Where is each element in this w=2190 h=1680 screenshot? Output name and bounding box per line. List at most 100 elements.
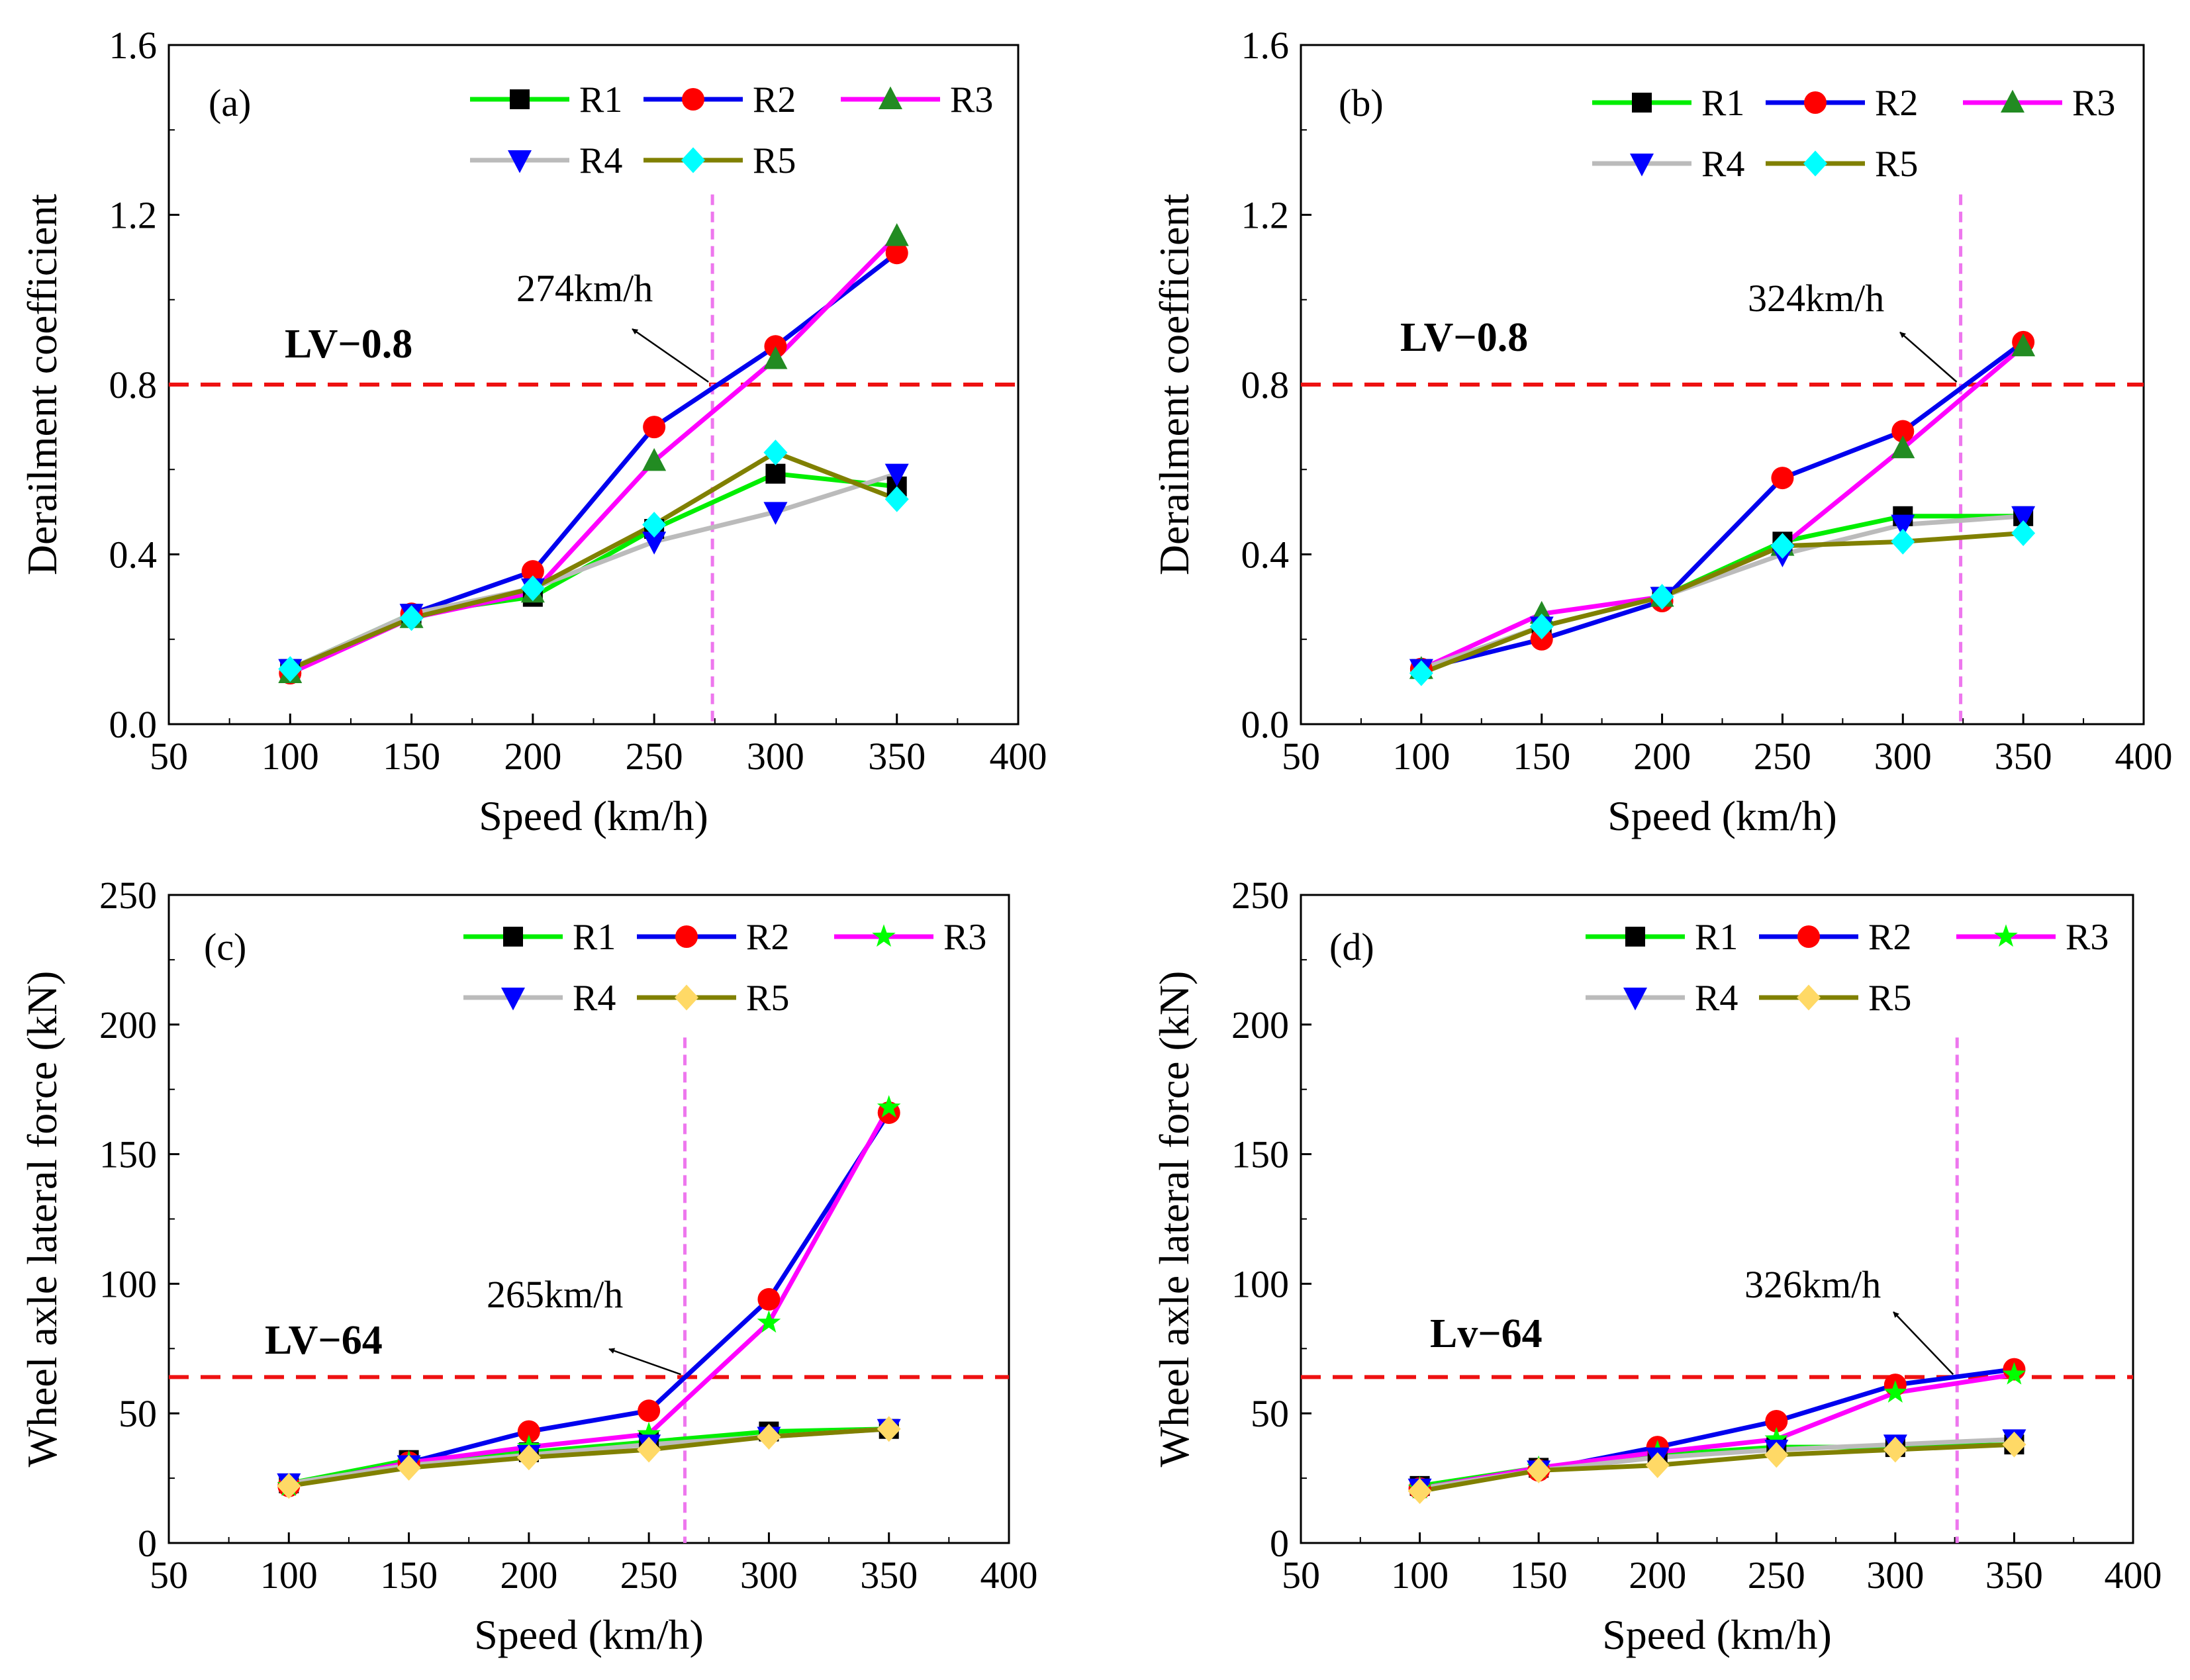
data-point-r4 bbox=[763, 502, 788, 525]
legend-label: R4 bbox=[579, 140, 622, 181]
x-axis-label: Speed (km/h) bbox=[479, 792, 708, 839]
legend-marker bbox=[1630, 154, 1654, 177]
legend-entry-r5: R5 bbox=[1766, 144, 1918, 185]
y-tick-label: 100 bbox=[1231, 1262, 1289, 1305]
legend-marker bbox=[682, 88, 704, 111]
y-tick-label: 0.8 bbox=[109, 363, 158, 406]
x-axis-label: Speed (km/h) bbox=[1602, 1611, 1832, 1658]
data-point-r1 bbox=[765, 463, 786, 484]
data-point-r5 bbox=[763, 440, 788, 466]
x-tick-label: 150 bbox=[1513, 735, 1570, 778]
x-tick-label: 200 bbox=[1629, 1554, 1686, 1597]
panel-label: (c) bbox=[204, 925, 246, 968]
series-line-r2 bbox=[1421, 340, 2025, 671]
data-point-r5 bbox=[1645, 1452, 1670, 1479]
legend-entry-r5: R5 bbox=[637, 978, 789, 1019]
legend-marker bbox=[1994, 924, 2018, 947]
data-point-r5 bbox=[1529, 614, 1554, 640]
annotation-arrow bbox=[608, 1348, 681, 1376]
critical-speed-label: 265km/h bbox=[487, 1273, 623, 1316]
x-tick-label: 300 bbox=[1866, 1554, 1924, 1597]
legend-marker bbox=[1797, 984, 1821, 1011]
data-point-r2 bbox=[757, 1287, 781, 1311]
data-point-r5 bbox=[1770, 533, 1795, 559]
legend-label: R5 bbox=[1875, 144, 1918, 185]
annotation-arrow bbox=[632, 328, 709, 383]
data-point-r5 bbox=[1764, 1442, 1789, 1468]
legend-entry-r2: R2 bbox=[637, 917, 789, 958]
critical-speed-label: 326km/h bbox=[1744, 1263, 1881, 1306]
legend-label: R4 bbox=[1701, 144, 1744, 185]
data-point-r3 bbox=[884, 223, 909, 246]
y-tick-label: 0 bbox=[1270, 1522, 1289, 1565]
chart-panel-d: 50 100 150 200 250 300 350 400050100150200250Sp… bbox=[1151, 874, 2162, 1658]
x-tick-label: 400 bbox=[2105, 1554, 2162, 1597]
data-point-r5 bbox=[397, 1454, 421, 1481]
annotation-arrow bbox=[1899, 332, 1958, 383]
legend-entry-r4: R4 bbox=[470, 140, 622, 181]
chart-panel-a: 50 100 150 200 250 300 350 400 0.0 0.4 0.8 1.2 1.6 Sp… bbox=[19, 24, 1047, 839]
y-tick-label: 50 bbox=[119, 1392, 157, 1435]
x-tick-label: 300 bbox=[1874, 735, 1932, 778]
legend-label: R4 bbox=[573, 978, 616, 1019]
x-tick-label: 150 bbox=[383, 735, 440, 778]
legend-label: R5 bbox=[1868, 978, 1911, 1019]
y-tick-label: 250 bbox=[99, 874, 157, 917]
limit-label: LV−64 bbox=[265, 1318, 383, 1363]
series-line-r5 bbox=[288, 1426, 889, 1489]
legend-marker bbox=[879, 86, 902, 109]
data-point-r2 bbox=[885, 242, 908, 265]
x-tick-label: 250 bbox=[1754, 735, 1811, 778]
legend-entry-r2: R2 bbox=[643, 79, 796, 120]
x-tick-label: 150 bbox=[380, 1554, 438, 1597]
limit-label: LV−0.8 bbox=[285, 322, 412, 367]
legend-entry-r1: R1 bbox=[463, 917, 616, 958]
x-tick-label: 50 bbox=[150, 735, 188, 778]
series-line-r4 bbox=[289, 471, 898, 671]
data-point-r5 bbox=[1883, 1436, 1907, 1463]
legend-marker bbox=[675, 984, 698, 1011]
x-tick-label: 100 bbox=[262, 735, 319, 778]
x-tick-label: 350 bbox=[868, 735, 926, 778]
legend-marker bbox=[1797, 925, 1820, 948]
y-tick-label: 1.6 bbox=[1241, 24, 1290, 67]
legend-entry-r5: R5 bbox=[1759, 978, 1911, 1019]
x-tick-label: 100 bbox=[1392, 735, 1450, 778]
data-point-r5 bbox=[2002, 1431, 2026, 1458]
legend-entry-r1: R1 bbox=[1586, 917, 1738, 958]
x-tick-label: 200 bbox=[504, 735, 561, 778]
x-tick-label: 200 bbox=[1633, 735, 1691, 778]
data-point-r5 bbox=[1891, 528, 1915, 555]
data-point-r3 bbox=[877, 1095, 901, 1118]
legend-marker bbox=[1625, 927, 1645, 947]
y-axis-label: Derailment coefficient bbox=[19, 194, 66, 576]
legend-marker bbox=[1804, 91, 1827, 114]
y-tick-label: 200 bbox=[99, 1003, 157, 1047]
data-point-r5 bbox=[1409, 660, 1433, 686]
y-tick-label: 0 bbox=[138, 1522, 157, 1565]
panel-label: (b) bbox=[1339, 81, 1384, 124]
x-tick-label: 400 bbox=[2115, 735, 2173, 778]
data-point-r4 bbox=[884, 463, 909, 487]
legend-label: R1 bbox=[1695, 917, 1738, 958]
data-point-r2 bbox=[521, 560, 544, 583]
legend-entry-r4: R4 bbox=[463, 978, 616, 1019]
legend-label: R1 bbox=[573, 917, 616, 958]
legend-label: R3 bbox=[943, 917, 986, 958]
data-point-r3 bbox=[763, 346, 788, 369]
data-point-r5 bbox=[516, 1444, 541, 1471]
data-point-r5 bbox=[1407, 1478, 1432, 1505]
legend-entry-r2: R2 bbox=[1759, 917, 1911, 958]
x-tick-label: 400 bbox=[980, 1554, 1038, 1597]
panel-label: (a) bbox=[209, 81, 251, 124]
series-line-r5 bbox=[1420, 530, 2024, 676]
limit-label: Lv−64 bbox=[1430, 1311, 1543, 1356]
x-tick-label: 250 bbox=[620, 1554, 678, 1597]
x-tick-label: 200 bbox=[500, 1554, 557, 1597]
x-tick-label: 350 bbox=[860, 1554, 918, 1597]
data-point-r4 bbox=[642, 532, 667, 555]
y-tick-label: 50 bbox=[1251, 1392, 1289, 1435]
legend-marker bbox=[1623, 988, 1647, 1011]
x-tick-label: 50 bbox=[150, 1554, 188, 1597]
chart-panel-b: 50 100 150 200 250 300 350 400 0.0 0.4 0.8 1.2 1.6 Sp… bbox=[1151, 24, 2173, 839]
